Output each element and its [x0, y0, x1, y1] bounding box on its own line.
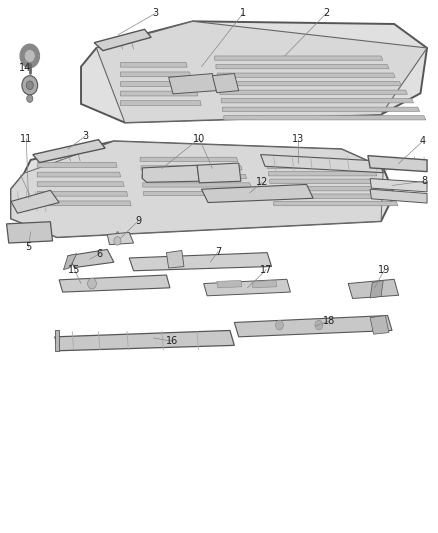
Polygon shape: [370, 179, 427, 192]
Polygon shape: [219, 82, 401, 86]
Text: 14: 14: [19, 63, 32, 73]
Text: 5: 5: [25, 243, 32, 252]
Polygon shape: [267, 164, 372, 168]
Polygon shape: [270, 179, 382, 183]
Text: 13: 13: [292, 134, 304, 143]
Polygon shape: [120, 72, 191, 77]
Text: 18: 18: [323, 316, 336, 326]
Polygon shape: [141, 166, 242, 170]
Polygon shape: [197, 163, 241, 183]
Polygon shape: [143, 183, 251, 187]
Circle shape: [25, 51, 34, 61]
Polygon shape: [37, 201, 131, 206]
Polygon shape: [201, 184, 313, 203]
Polygon shape: [348, 279, 399, 298]
Text: 17: 17: [260, 265, 272, 274]
Circle shape: [88, 278, 96, 289]
Polygon shape: [11, 141, 394, 237]
Polygon shape: [120, 101, 201, 106]
Circle shape: [20, 44, 39, 68]
Polygon shape: [120, 62, 187, 67]
Text: 15: 15: [68, 265, 81, 274]
Polygon shape: [142, 165, 199, 182]
Polygon shape: [268, 172, 377, 176]
Text: 12: 12: [256, 177, 268, 187]
Text: 7: 7: [215, 247, 221, 256]
Polygon shape: [37, 182, 124, 187]
Polygon shape: [11, 190, 59, 213]
Polygon shape: [37, 191, 127, 196]
Text: 10: 10: [193, 134, 205, 143]
Text: 6: 6: [97, 249, 103, 259]
Polygon shape: [129, 253, 272, 271]
Polygon shape: [120, 82, 194, 86]
Polygon shape: [217, 280, 242, 288]
Polygon shape: [261, 155, 383, 173]
Polygon shape: [166, 251, 184, 268]
Polygon shape: [223, 107, 420, 111]
Polygon shape: [221, 99, 413, 103]
Polygon shape: [204, 279, 290, 296]
Polygon shape: [217, 73, 395, 77]
Circle shape: [315, 320, 323, 330]
Polygon shape: [81, 21, 427, 123]
Polygon shape: [252, 280, 277, 288]
Polygon shape: [94, 29, 151, 51]
Text: 9: 9: [135, 216, 141, 226]
Text: 3: 3: [82, 131, 88, 141]
Polygon shape: [55, 330, 59, 351]
Polygon shape: [216, 64, 389, 69]
Polygon shape: [37, 172, 120, 177]
Polygon shape: [224, 116, 426, 120]
Polygon shape: [37, 163, 117, 167]
Text: 11: 11: [20, 134, 32, 143]
Polygon shape: [234, 316, 392, 337]
Polygon shape: [68, 249, 114, 268]
Text: 19: 19: [378, 265, 391, 274]
Circle shape: [114, 237, 121, 245]
Polygon shape: [144, 191, 255, 196]
Text: 1: 1: [240, 9, 246, 18]
Polygon shape: [368, 156, 427, 172]
Text: 3: 3: [152, 9, 159, 18]
Polygon shape: [120, 91, 198, 96]
Polygon shape: [370, 316, 389, 334]
Circle shape: [26, 81, 33, 90]
Polygon shape: [212, 74, 239, 93]
Text: 4: 4: [420, 136, 426, 146]
Polygon shape: [271, 187, 388, 191]
Polygon shape: [96, 21, 427, 123]
Polygon shape: [11, 141, 383, 237]
Polygon shape: [215, 56, 383, 60]
Polygon shape: [140, 157, 238, 161]
Circle shape: [27, 95, 33, 102]
Polygon shape: [169, 74, 217, 94]
Polygon shape: [7, 222, 53, 243]
Text: 2: 2: [323, 9, 329, 18]
Polygon shape: [107, 232, 134, 245]
Polygon shape: [59, 275, 170, 292]
Text: 16: 16: [166, 336, 178, 346]
Text: 8: 8: [421, 176, 427, 186]
Polygon shape: [64, 254, 77, 270]
Polygon shape: [272, 194, 393, 198]
Polygon shape: [142, 174, 247, 179]
Polygon shape: [55, 330, 234, 351]
Polygon shape: [33, 140, 105, 163]
Polygon shape: [220, 90, 407, 94]
Polygon shape: [274, 201, 398, 206]
Polygon shape: [370, 280, 383, 298]
Circle shape: [22, 76, 38, 95]
Polygon shape: [370, 189, 427, 203]
Circle shape: [276, 320, 283, 330]
